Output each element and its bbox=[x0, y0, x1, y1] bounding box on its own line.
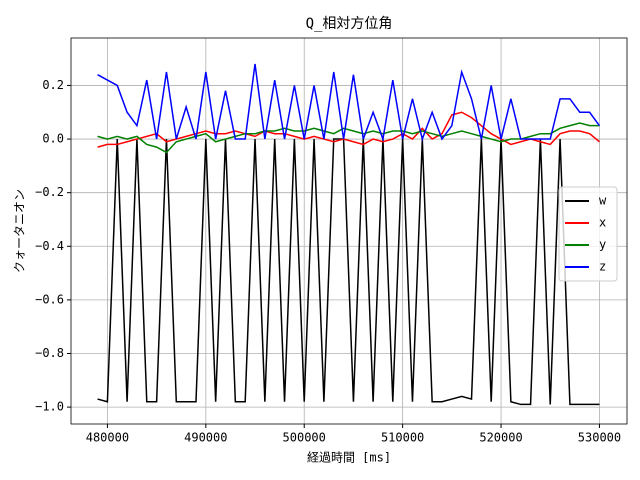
series-line bbox=[97, 111, 600, 148]
x-tick-label: 510000 bbox=[381, 431, 424, 445]
x-axis-label: 経過時間 [ms] bbox=[307, 451, 391, 465]
y-tick-label: −1.0 bbox=[35, 400, 64, 414]
y-tick-label: −0.6 bbox=[35, 292, 64, 306]
x-tick-label: 520000 bbox=[479, 431, 522, 445]
series-line bbox=[97, 63, 601, 142]
series-line bbox=[97, 138, 600, 406]
legend-label: w bbox=[599, 194, 607, 208]
y-axis-label: クォータニオン bbox=[13, 189, 27, 273]
legend-label: y bbox=[599, 238, 606, 252]
y-tick-label: 0.2 bbox=[42, 78, 64, 92]
series-line bbox=[97, 122, 600, 154]
y-tick-label: −0.4 bbox=[35, 239, 64, 253]
y-tick-label: −0.2 bbox=[35, 185, 64, 199]
legend-label: z bbox=[599, 260, 606, 274]
x-tick-label: 530000 bbox=[578, 431, 621, 445]
x-tick-label: 500000 bbox=[283, 431, 326, 445]
legend-box bbox=[558, 186, 618, 282]
x-tick-label: 490000 bbox=[184, 431, 227, 445]
x-tick-label: 480000 bbox=[86, 431, 129, 445]
legend-label: x bbox=[599, 216, 606, 230]
y-tick-label: −0.8 bbox=[35, 346, 64, 360]
axes-frame bbox=[70, 37, 628, 425]
chart-title: Q_相対方位角 bbox=[306, 16, 393, 32]
y-tick-label: 0.0 bbox=[42, 132, 64, 146]
